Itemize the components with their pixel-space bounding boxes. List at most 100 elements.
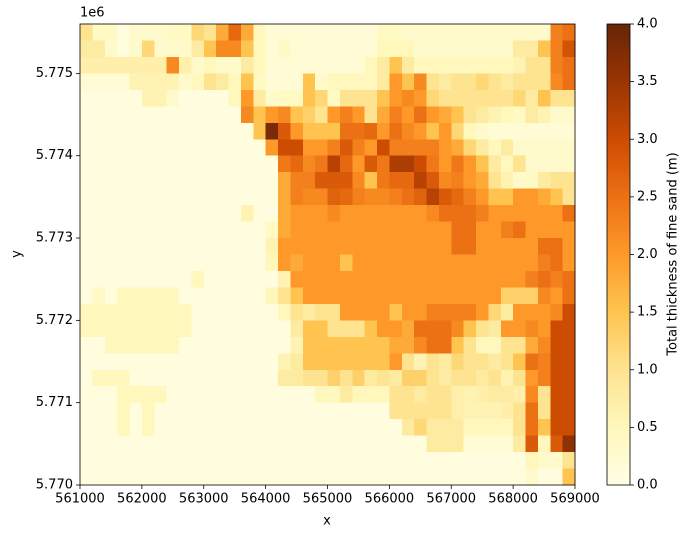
cell bbox=[414, 452, 427, 469]
cell bbox=[463, 254, 477, 272]
cell bbox=[500, 369, 514, 387]
cell bbox=[463, 452, 477, 469]
cell bbox=[426, 188, 440, 206]
colorbar-tick-label: 4.0 bbox=[637, 17, 658, 32]
cell bbox=[290, 386, 304, 404]
cell bbox=[117, 320, 130, 338]
cell bbox=[315, 452, 328, 469]
cell bbox=[562, 139, 576, 157]
colorbar-tick-label: 1.5 bbox=[637, 305, 658, 320]
cell bbox=[327, 122, 341, 140]
cell bbox=[451, 221, 465, 239]
cell bbox=[228, 254, 242, 272]
cell bbox=[488, 106, 502, 124]
cell bbox=[389, 468, 403, 486]
cell bbox=[278, 336, 291, 354]
cell bbox=[203, 402, 217, 420]
cell bbox=[401, 40, 415, 58]
cell bbox=[352, 402, 366, 420]
cell bbox=[240, 287, 254, 305]
cell bbox=[364, 435, 378, 453]
cell bbox=[117, 155, 130, 173]
cell bbox=[315, 89, 328, 107]
cell bbox=[228, 320, 242, 338]
cell bbox=[278, 468, 291, 486]
cell bbox=[426, 402, 440, 420]
cell bbox=[166, 172, 180, 190]
cell bbox=[488, 89, 502, 107]
cell bbox=[364, 353, 378, 371]
cell bbox=[550, 122, 564, 140]
cell bbox=[377, 452, 390, 469]
cell bbox=[488, 172, 502, 190]
cell bbox=[302, 139, 316, 157]
cell bbox=[537, 435, 551, 453]
cell bbox=[414, 336, 427, 354]
cell bbox=[265, 254, 279, 272]
cell bbox=[513, 122, 526, 140]
cell bbox=[537, 254, 551, 272]
cell bbox=[228, 270, 242, 288]
cell bbox=[179, 254, 192, 272]
cell bbox=[117, 402, 130, 420]
cell bbox=[537, 336, 551, 354]
cell bbox=[290, 238, 304, 255]
cell bbox=[265, 24, 279, 41]
cell bbox=[191, 172, 205, 190]
cell bbox=[327, 188, 341, 206]
cell bbox=[327, 238, 341, 255]
cell bbox=[179, 386, 192, 404]
cell bbox=[426, 336, 440, 354]
cell bbox=[265, 336, 279, 354]
cell bbox=[562, 386, 576, 404]
cell bbox=[191, 452, 205, 469]
cell bbox=[80, 155, 93, 173]
cell bbox=[80, 188, 93, 206]
cell bbox=[253, 238, 267, 255]
cell bbox=[525, 89, 539, 107]
cell bbox=[166, 122, 180, 140]
cell bbox=[339, 122, 353, 140]
cell bbox=[377, 40, 390, 58]
cell bbox=[476, 188, 489, 206]
cell bbox=[364, 122, 378, 140]
cell bbox=[240, 419, 254, 437]
cell bbox=[92, 353, 106, 371]
cell bbox=[179, 320, 192, 338]
cell bbox=[166, 353, 180, 371]
cell bbox=[364, 369, 378, 387]
colorbar-tick-label: 3.5 bbox=[637, 74, 658, 89]
cell bbox=[290, 89, 304, 107]
cell bbox=[327, 303, 341, 321]
cell bbox=[389, 320, 403, 338]
cell bbox=[117, 221, 130, 239]
cell bbox=[80, 221, 93, 239]
cell bbox=[377, 56, 390, 74]
cell bbox=[562, 89, 576, 107]
cell bbox=[414, 56, 427, 74]
cell bbox=[377, 122, 390, 140]
cell bbox=[451, 172, 465, 190]
cell bbox=[129, 419, 143, 437]
cell bbox=[166, 221, 180, 239]
cell bbox=[327, 320, 341, 338]
cell bbox=[216, 402, 229, 420]
cell bbox=[550, 270, 564, 288]
cell bbox=[562, 205, 576, 222]
cell bbox=[80, 122, 93, 140]
cell bbox=[265, 287, 279, 305]
cell bbox=[278, 40, 291, 58]
cell bbox=[290, 336, 304, 354]
cell bbox=[166, 452, 180, 469]
cell bbox=[426, 270, 440, 288]
cell bbox=[389, 139, 403, 157]
cell bbox=[476, 106, 489, 124]
cell bbox=[302, 238, 316, 255]
cell bbox=[154, 221, 168, 239]
cell bbox=[352, 270, 366, 288]
cell bbox=[414, 353, 427, 371]
cell bbox=[562, 452, 576, 469]
cell bbox=[352, 353, 366, 371]
cell bbox=[389, 205, 403, 222]
cell bbox=[141, 287, 155, 305]
